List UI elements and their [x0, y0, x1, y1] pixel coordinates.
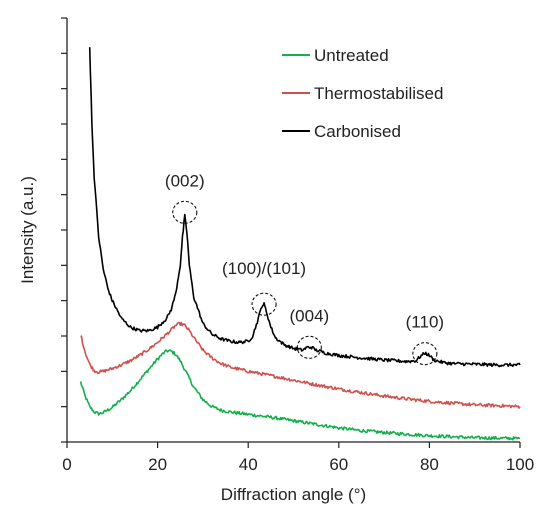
x-tick-label: 100 [506, 455, 534, 474]
series-line-thermostabilised [80, 321, 521, 409]
axes-group: 0 20 40 60 80 100 [61, 17, 534, 474]
peak-marker-circle [296, 335, 322, 359]
series-group [79, 47, 521, 441]
legend-label-thermostabilised: Thermostabilised [314, 84, 443, 103]
x-tick-label: 20 [148, 455, 167, 474]
peak-label: (100)/(101) [222, 259, 306, 278]
series-line-carbonised [88, 47, 521, 368]
x-tick-label: 40 [239, 455, 258, 474]
peak-label: (110) [406, 313, 444, 332]
peak-marker-circle [251, 292, 277, 316]
peak-label: (002) [165, 171, 205, 190]
legend: Untreated Thermostabilised Carbonised [282, 46, 443, 141]
annotation-group: (002) (100)/(101) (004) (110) [165, 171, 444, 366]
x-tick-label: 80 [420, 455, 439, 474]
series-line-untreated [79, 349, 521, 441]
peak-marker-circle [412, 342, 438, 366]
x-tick-label: 60 [329, 455, 348, 474]
x-axis-title: Diffraction angle (°) [221, 485, 366, 504]
y-axis-title: Intensity (a.u.) [18, 176, 37, 284]
legend-label-untreated: Untreated [314, 46, 389, 65]
y-ticks [61, 17, 67, 443]
x-tick-label: 0 [62, 455, 71, 474]
legend-label-carbonised: Carbonised [314, 122, 401, 141]
peak-marker-circle [172, 200, 198, 224]
peak-label: (004) [290, 306, 330, 325]
x-ticks: 0 20 40 60 80 100 [62, 442, 534, 474]
